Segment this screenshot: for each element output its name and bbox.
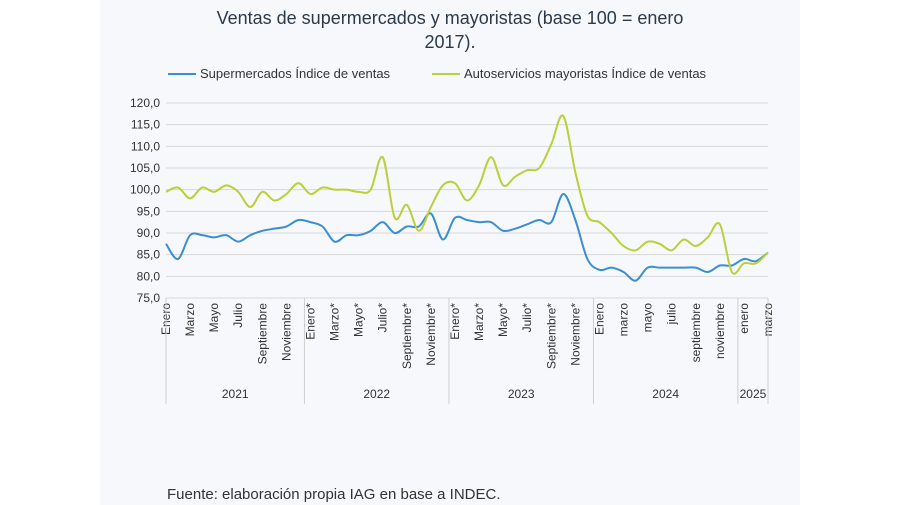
chart-title-line2: 2017).	[424, 32, 475, 52]
source-note: Fuente: elaboración propia IAG en base a…	[167, 486, 501, 503]
x-tick-label: septiembre	[689, 303, 703, 363]
x-tick-label: mayo	[641, 303, 655, 333]
x-axis: Enero Marzo Mayo Julio Septiembre Noviembre En…	[159, 303, 775, 369]
legend-label-supermercados: Supermercados Índice de ventas	[200, 66, 391, 81]
y-tick-label: 95,0	[137, 204, 161, 218]
y-tick-label: 80,0	[137, 269, 161, 283]
x-tick-label: Septiembre*	[400, 303, 414, 369]
chart-panel	[100, 0, 800, 505]
year-label: 2025	[740, 387, 767, 401]
y-tick-label: 120,0	[130, 96, 160, 110]
year-groups: 2021 2022 2023 2024 2025	[165, 298, 769, 404]
y-tick-label: 100,0	[130, 183, 160, 197]
x-tick-label: Enero*	[303, 303, 317, 340]
x-tick-label: Julio*	[376, 303, 390, 333]
y-tick-label: 105,0	[130, 161, 160, 175]
x-tick-label: Julio*	[520, 303, 534, 333]
legend: Supermercados Índice de ventas Autoservi…	[168, 66, 707, 81]
x-tick-label: Enero	[592, 303, 606, 335]
x-tick-label: Marzo	[183, 303, 197, 337]
x-tick-label: Enero*	[448, 303, 462, 340]
series-line-supermercados	[165, 193, 769, 282]
y-tick-label: 110,0	[131, 139, 160, 153]
y-axis: 75,0 80,0 85,0 90,0 95,0 100,0 105,0 110,0 115,0…	[130, 96, 160, 305]
y-tick-label: 75,0	[137, 291, 161, 305]
x-tick-label: Noviembre	[279, 303, 293, 361]
x-tick-label: Septiembre*	[544, 303, 558, 369]
series-line-mayoristas	[165, 114, 769, 275]
y-tick-label: 90,0	[137, 226, 161, 240]
year-label: 2022	[363, 387, 390, 401]
x-tick-label: Mayo	[207, 303, 221, 333]
x-tick-label: marzo	[617, 303, 631, 337]
x-tick-label: Noviembre*	[568, 303, 582, 366]
year-label: 2023	[508, 387, 535, 401]
chart-title-line1: Ventas de supermercados y mayoristas (ba…	[217, 8, 684, 28]
x-tick-label: Mayo*	[352, 303, 366, 337]
year-label: 2024	[652, 387, 679, 401]
series-lines	[165, 114, 769, 282]
x-tick-label: noviembre	[713, 303, 727, 359]
x-tick-label: enero	[737, 303, 751, 334]
x-tick-label: Marzo*	[472, 303, 486, 341]
x-tick-label: julio	[665, 303, 679, 326]
y-tick-label: 115,0	[131, 118, 160, 132]
legend-label-mayoristas: Autoservicios mayoristas Índice de venta…	[464, 66, 707, 81]
x-tick-label: Julio	[231, 303, 245, 328]
x-tick-label: Noviembre*	[424, 303, 438, 366]
year-label: 2021	[222, 387, 249, 401]
x-tick-label: Septiembre	[255, 303, 269, 365]
gridlines	[166, 102, 768, 299]
y-tick-label: 85,0	[137, 248, 161, 262]
x-tick-label: Mayo*	[496, 303, 510, 337]
x-tick-label: Marzo*	[328, 303, 342, 341]
